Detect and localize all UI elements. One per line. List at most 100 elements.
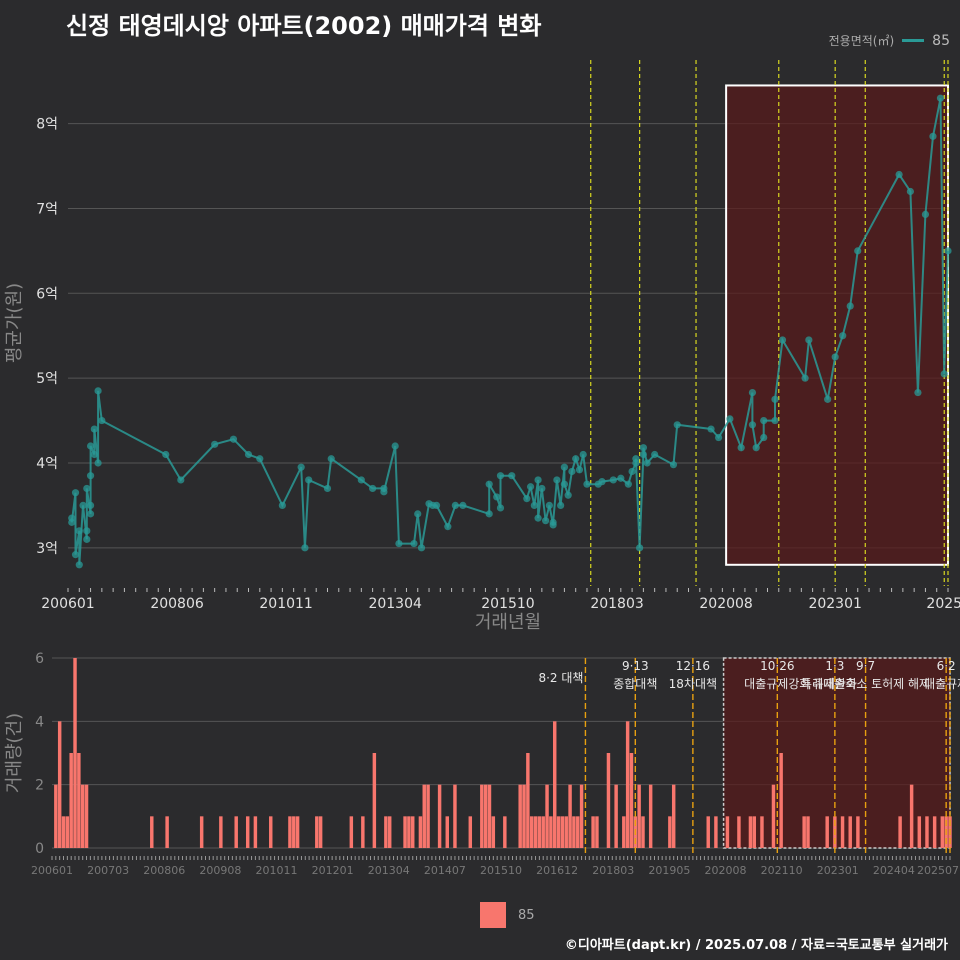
x-tick-label: 202301 bbox=[808, 596, 861, 612]
price-point bbox=[68, 518, 76, 526]
vol-x-tick-label: 201803 bbox=[592, 864, 634, 877]
volume-bar bbox=[253, 816, 258, 848]
vol-x-tick-label: 202008 bbox=[705, 864, 747, 877]
price-point bbox=[771, 395, 779, 403]
volume-bar bbox=[737, 816, 741, 848]
x-tick-label: 201803 bbox=[590, 596, 643, 612]
price-point bbox=[508, 472, 516, 480]
price-point bbox=[94, 459, 102, 467]
vol-y-tick-label: 4 bbox=[35, 714, 44, 730]
price-point bbox=[748, 388, 757, 397]
price-point bbox=[162, 450, 170, 459]
vol-x-tick-label: 202507 bbox=[917, 864, 959, 877]
policy-annotation: 대출규제강화 bbox=[744, 677, 810, 691]
volume-bar bbox=[806, 816, 810, 848]
price-point bbox=[305, 476, 313, 484]
volume-bar bbox=[840, 816, 845, 848]
volume-bar bbox=[418, 816, 423, 848]
price-point bbox=[752, 444, 760, 452]
price-point bbox=[90, 425, 98, 433]
volume-chart: 0 2 4 6 8·2 대책 9·13 종합대책 12·16 18차대책 10·26 대출규제강화… bbox=[4, 651, 960, 877]
volume-bar bbox=[445, 816, 450, 848]
volume-bar bbox=[318, 816, 323, 848]
vol-x-tick-label: 202404 bbox=[873, 864, 915, 877]
vol-x-tick-label: 201201 bbox=[312, 864, 354, 877]
legend-title: 전용면적(㎡) bbox=[828, 34, 895, 48]
x-tick-label: 202008 bbox=[699, 596, 752, 612]
x-tick-label: 2025 bbox=[926, 596, 960, 612]
price-point bbox=[323, 484, 332, 493]
vol-x-tick-label: 202110 bbox=[761, 864, 803, 877]
volume-bar bbox=[295, 816, 300, 848]
volume-bar bbox=[748, 816, 753, 848]
price-point bbox=[71, 489, 80, 497]
vol-x-tick-label: 201407 bbox=[424, 864, 466, 877]
price-point bbox=[526, 483, 535, 491]
price-point bbox=[496, 504, 505, 512]
price-point bbox=[278, 501, 286, 510]
policy-annotation: 1·3 bbox=[825, 659, 844, 673]
price-point bbox=[921, 210, 930, 219]
price-point bbox=[617, 474, 625, 482]
policy-annotation: 대출규제 bbox=[924, 677, 960, 691]
policy-annotation: 6·2 bbox=[937, 659, 956, 673]
price-point bbox=[579, 450, 587, 459]
volume-bar bbox=[802, 816, 806, 848]
price-point bbox=[944, 247, 952, 255]
vol-x-tick-label: 201612 bbox=[536, 864, 578, 877]
volume-bar bbox=[614, 784, 618, 848]
policy-annotation: 8·2 대책 bbox=[538, 670, 583, 685]
price-point bbox=[444, 523, 452, 531]
price-point bbox=[414, 510, 422, 518]
price-point bbox=[940, 370, 948, 378]
price-point bbox=[929, 132, 937, 140]
volume-bar bbox=[771, 784, 776, 848]
price-point bbox=[771, 416, 779, 425]
volume-bar bbox=[537, 816, 542, 848]
vol-y-tick-label: 6 bbox=[35, 651, 44, 667]
volume-bar bbox=[648, 784, 653, 848]
price-point bbox=[79, 501, 87, 510]
volume-bar bbox=[411, 816, 415, 848]
volume-bar bbox=[541, 816, 545, 848]
y-tick-label: 8억 bbox=[36, 117, 58, 133]
y-tick-label: 5억 bbox=[36, 371, 58, 387]
volume-bar bbox=[503, 816, 507, 848]
price-point bbox=[726, 415, 734, 423]
policy-annotation: 9·7 bbox=[856, 659, 875, 673]
price-point bbox=[83, 484, 91, 493]
price-point bbox=[572, 455, 580, 463]
price-point bbox=[496, 472, 505, 480]
volume-bar bbox=[77, 753, 81, 848]
volume-bar bbox=[625, 721, 630, 848]
price-point bbox=[410, 539, 418, 548]
price-point bbox=[669, 461, 678, 469]
price-point bbox=[229, 435, 238, 443]
volume-bar bbox=[73, 658, 77, 848]
price-point bbox=[936, 94, 945, 102]
price-point bbox=[432, 501, 441, 510]
price-point bbox=[748, 421, 757, 429]
policy-annotation: 규제완화 bbox=[813, 677, 857, 691]
y-tick-label: 4억 bbox=[36, 456, 58, 472]
volume-bar bbox=[552, 721, 557, 848]
price-point bbox=[493, 493, 501, 501]
volume-bar bbox=[560, 816, 565, 848]
price-point bbox=[357, 476, 365, 484]
volume-bar bbox=[437, 784, 442, 848]
price-point bbox=[75, 527, 83, 535]
volume-bar bbox=[468, 816, 473, 848]
price-point bbox=[628, 467, 636, 476]
price-point bbox=[636, 544, 644, 552]
price-point bbox=[598, 478, 606, 486]
price-point bbox=[301, 544, 309, 552]
volume-bar bbox=[848, 816, 852, 848]
policy-annotation: 10·26 bbox=[760, 659, 794, 673]
volume-bar bbox=[714, 816, 718, 848]
chart-title: 신정 태영데시앙 아파트(2002) 매매가격 변화 bbox=[66, 12, 542, 40]
source-footer: ©디아파트(dapt.kr) / 2025.07.08 / 자료=국토교통부 실… bbox=[564, 938, 948, 953]
legend-bar-swatch bbox=[480, 902, 506, 928]
volume-bar bbox=[556, 816, 561, 848]
vol-x-tick-label: 200908 bbox=[199, 864, 241, 877]
x-tick-label: 200806 bbox=[150, 596, 204, 612]
